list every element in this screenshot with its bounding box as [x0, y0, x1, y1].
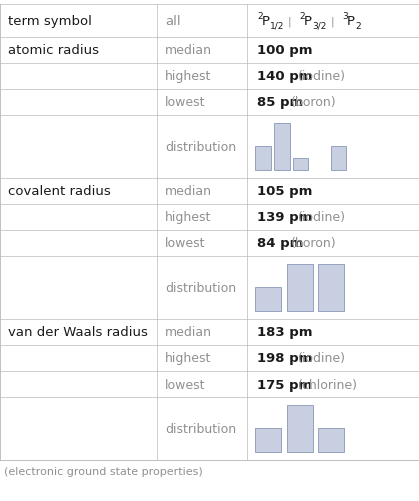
Text: median: median: [165, 326, 212, 339]
Text: 100 pm: 100 pm: [257, 44, 313, 57]
Bar: [318, 428, 344, 452]
Text: 139 pm: 139 pm: [257, 211, 313, 224]
Text: highest: highest: [165, 211, 212, 224]
Text: median: median: [165, 185, 212, 198]
Text: term symbol: term symbol: [8, 15, 92, 28]
Text: distribution: distribution: [165, 141, 236, 153]
Bar: [287, 405, 313, 452]
Text: 140 pm: 140 pm: [257, 70, 313, 83]
Text: lowest: lowest: [165, 237, 206, 250]
Text: 2: 2: [257, 12, 263, 21]
Text: 85 pm: 85 pm: [257, 96, 303, 109]
Text: all: all: [165, 15, 181, 28]
Bar: [287, 265, 313, 311]
Text: (boron): (boron): [291, 237, 337, 250]
Text: 1/2: 1/2: [270, 22, 285, 31]
Bar: [255, 428, 281, 452]
Text: (electronic ground state properties): (electronic ground state properties): [4, 466, 203, 476]
Text: (iodine): (iodine): [298, 352, 346, 365]
Bar: [255, 147, 271, 170]
Text: P: P: [262, 15, 270, 28]
Text: 198 pm: 198 pm: [257, 352, 313, 365]
Bar: [274, 124, 290, 170]
Text: (chlorine): (chlorine): [298, 378, 358, 391]
Text: median: median: [165, 44, 212, 57]
Bar: [331, 147, 346, 170]
Text: lowest: lowest: [165, 96, 206, 109]
Text: 175 pm: 175 pm: [257, 378, 313, 391]
Text: (iodine): (iodine): [298, 211, 346, 224]
Text: 105 pm: 105 pm: [257, 185, 313, 198]
Text: 2: 2: [355, 22, 361, 31]
Bar: [293, 159, 308, 170]
Text: |: |: [287, 16, 291, 27]
Text: 84 pm: 84 pm: [257, 237, 304, 250]
Text: highest: highest: [165, 70, 212, 83]
Text: lowest: lowest: [165, 378, 206, 391]
Text: (boron): (boron): [291, 96, 337, 109]
Text: covalent radius: covalent radius: [8, 185, 111, 198]
Text: |: |: [331, 16, 334, 27]
Bar: [318, 265, 344, 311]
Text: 3: 3: [342, 12, 348, 21]
Text: highest: highest: [165, 352, 212, 365]
Text: 3/2: 3/2: [312, 22, 326, 31]
Text: P: P: [304, 15, 312, 28]
Text: 2: 2: [299, 12, 305, 21]
Text: (iodine): (iodine): [298, 70, 346, 83]
Text: 183 pm: 183 pm: [257, 326, 313, 339]
Text: distribution: distribution: [165, 282, 236, 294]
Text: distribution: distribution: [165, 422, 236, 435]
Text: van der Waals radius: van der Waals radius: [8, 326, 148, 339]
Text: P: P: [347, 15, 355, 28]
Bar: [255, 288, 281, 311]
Text: atomic radius: atomic radius: [8, 44, 99, 57]
